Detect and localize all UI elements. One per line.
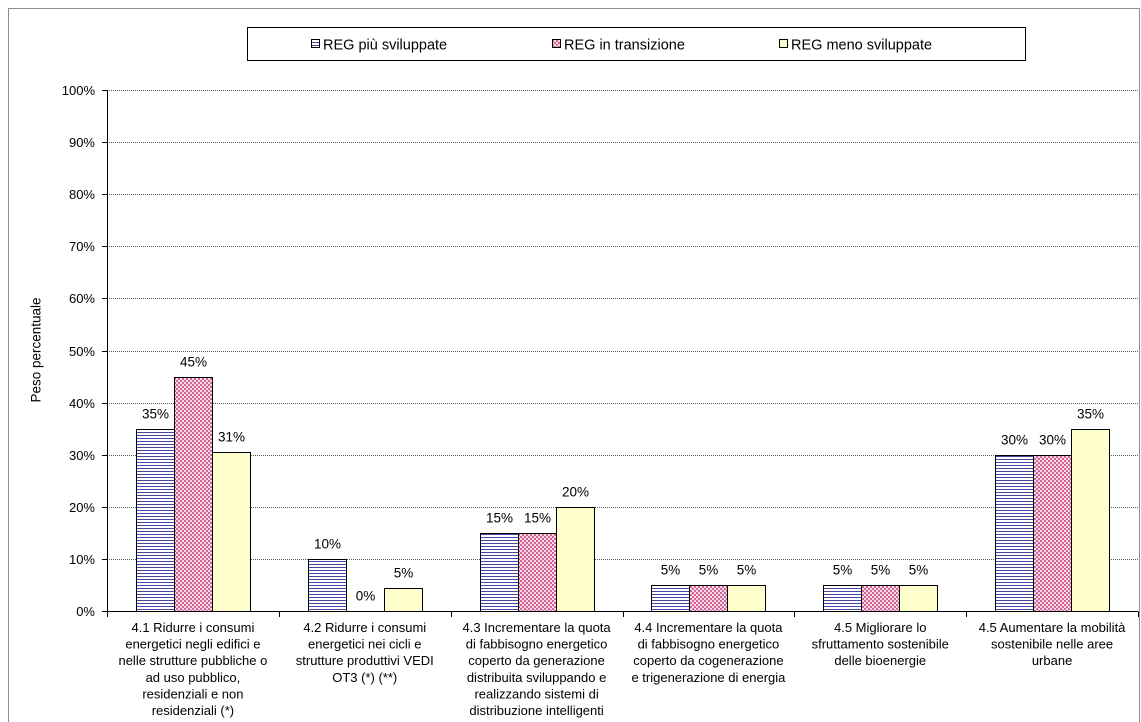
category-label: 4.1 Ridurre i consumi energetici negli ed…	[118, 620, 267, 718]
y-tick-label: 90%	[69, 135, 95, 150]
category-label-line: coperto da generazione	[468, 653, 605, 668]
category-label-line: energetici nei cicli e	[308, 637, 421, 652]
legend-swatch	[779, 39, 788, 48]
y-axis-title: Peso percentuale	[29, 297, 44, 402]
category-label: 4.2 Ridurre i consumi energetici nei cicl…	[296, 620, 434, 685]
category-label: 4.5 Aumentare la mobilità sostenibile nel…	[979, 620, 1126, 668]
category-label-line: urbane	[1032, 653, 1072, 668]
data-label: 35%	[142, 407, 169, 422]
bar	[1033, 455, 1072, 612]
bar	[518, 533, 557, 612]
legend-swatch	[552, 39, 561, 48]
category-label: 4.4 Incrementare la quota di fabbisogno e…	[631, 620, 786, 685]
legend-item: REG più sviluppate	[311, 38, 447, 54]
y-tick-label: 50%	[69, 344, 95, 359]
category-label-line: delle bioenergie	[834, 653, 926, 668]
data-label: 5%	[909, 563, 929, 578]
legend-label: REG meno sviluppate	[791, 38, 932, 54]
bar	[861, 585, 900, 612]
category-label-line: sfruttamento sostenibile	[812, 637, 949, 652]
category-label-line: energetici negli edifici e	[125, 637, 260, 652]
bar	[174, 377, 213, 612]
bar	[651, 585, 690, 612]
y-tick-label: 80%	[69, 187, 95, 202]
data-label: 20%	[562, 485, 589, 500]
category-label-line: distribuita sviluppando e	[467, 670, 606, 685]
legend-label: REG in transizione	[564, 38, 685, 54]
category-label-line: strutture produttivi VEDI	[296, 653, 434, 668]
category-label-line: 4.5 Migliorare lo	[834, 620, 927, 635]
data-label: 5%	[661, 563, 681, 578]
bar	[689, 585, 728, 612]
data-label: 5%	[394, 566, 414, 581]
y-tick-label: 10%	[69, 552, 95, 567]
y-axis: 0% 10% 20% 30% 40% 50% 60% 70% 80% 90% 100%	[62, 83, 108, 619]
bar	[136, 429, 175, 612]
data-label: 30%	[1001, 433, 1028, 448]
data-label: 45%	[180, 355, 207, 370]
y-tick-label: 40%	[69, 396, 95, 411]
category-label-line: coperto da cogenerazione	[633, 653, 783, 668]
legend-box	[247, 27, 1026, 61]
data-labels: 35% 10% 15% 5% 5% 30% 45% 0% 15% 5% 5% 30% 31% 5% 20% 5…	[142, 355, 1104, 604]
legend-label: REG più sviluppate	[323, 38, 447, 54]
y-tick-label: 0%	[76, 604, 95, 619]
category-label-line: 4.2 Ridurre i consumi	[303, 620, 426, 635]
data-label: 5%	[871, 563, 891, 578]
legend-item: REG meno sviluppate	[779, 38, 932, 54]
data-label: 0%	[356, 589, 376, 604]
category-label-line: sostenibile nelle aree	[991, 637, 1113, 652]
category-label-line: di fabbisogno energetico	[638, 637, 780, 652]
category-label: 4.3 Incrementare la quota di fabbisogno e…	[463, 620, 612, 718]
data-label: 5%	[833, 563, 853, 578]
bars	[136, 377, 1110, 612]
bar	[308, 559, 347, 612]
y-tick-label: 60%	[69, 291, 95, 306]
bar	[823, 585, 862, 612]
category-label: 4.5 Migliorare lo sfruttamento sostenibil…	[812, 620, 949, 668]
data-label: 15%	[486, 511, 513, 526]
y-tick-label: 20%	[69, 500, 95, 515]
chart-frame	[8, 8, 1140, 722]
legend: REG più sviluppate REG in transizione REG …	[247, 27, 1026, 61]
category-label-line: OT3 (*) (**)	[332, 670, 397, 685]
category-label-line: distribuzione intelligenti	[469, 703, 604, 718]
category-label-line: 4.1 Ridurre i consumi	[132, 620, 255, 635]
bar	[384, 588, 423, 612]
data-label: 30%	[1039, 433, 1066, 448]
gridlines	[107, 90, 1138, 560]
category-labels: 4.1 Ridurre i consumi energetici negli ed…	[118, 620, 1126, 718]
category-label-line: e trigenerazione di energia	[631, 670, 786, 685]
bar	[480, 533, 519, 612]
bar	[556, 507, 595, 612]
category-label-line: residenziali e non	[142, 686, 243, 701]
data-label: 35%	[1077, 407, 1104, 422]
bar	[212, 452, 251, 612]
y-tick-label: 30%	[69, 448, 95, 463]
category-label-line: nelle strutture pubbliche o	[118, 653, 267, 668]
category-label-line: residenziali (*)	[152, 703, 234, 718]
data-label: 5%	[737, 563, 757, 578]
data-label: 15%	[524, 511, 551, 526]
x-axis	[107, 611, 1139, 617]
category-label-line: realizzando sistemi di	[474, 686, 598, 701]
y-tick-label: 70%	[69, 239, 95, 254]
category-label-line: 4.5 Aumentare la mobilità	[979, 620, 1126, 635]
legend-item: REG in transizione	[552, 38, 685, 54]
bar	[995, 455, 1034, 612]
category-label-line: ad uso pubblico,	[146, 670, 241, 685]
bar	[899, 585, 938, 612]
y-tick-label: 100%	[62, 83, 96, 98]
legend-swatch	[311, 39, 320, 48]
category-label-line: 4.3 Incrementare la quota	[463, 620, 612, 635]
bar	[1071, 429, 1110, 612]
bar	[727, 585, 766, 612]
data-label: 5%	[699, 563, 719, 578]
category-label-line: 4.4 Incrementare la quota	[634, 620, 783, 635]
data-label: 10%	[314, 537, 341, 552]
category-label-line: di fabbisogno energetico	[466, 637, 608, 652]
data-label: 31%	[218, 430, 245, 445]
